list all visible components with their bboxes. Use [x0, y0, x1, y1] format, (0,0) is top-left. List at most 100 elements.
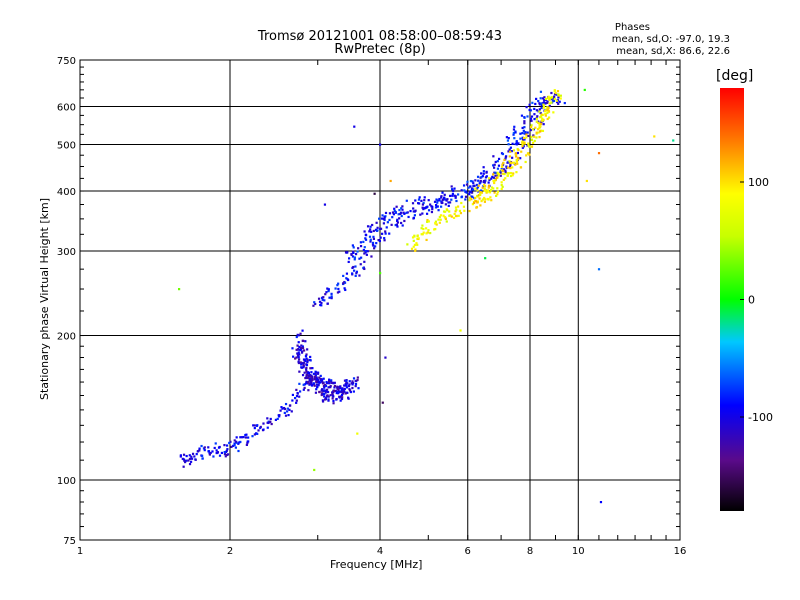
- o-mode-point: [523, 116, 526, 119]
- o-mode-point: [435, 203, 438, 207]
- o-mode-point: [295, 356, 298, 359]
- o-mode-point: [438, 199, 441, 202]
- x-mode-point: [555, 99, 558, 102]
- o-mode-point: [230, 445, 233, 449]
- o-mode-point: [359, 241, 362, 244]
- o-mode-point: [323, 392, 326, 396]
- o-mode-point: [450, 185, 453, 188]
- o-mode-point: [476, 175, 480, 178]
- x-mode-point: [414, 248, 417, 251]
- o-mode-point: [386, 221, 389, 224]
- o-mode-point: [421, 206, 424, 209]
- x-mode-point: [476, 194, 479, 198]
- o-mode-point: [324, 384, 328, 388]
- o-mode-point: [179, 454, 182, 457]
- o-mode-point: [318, 376, 321, 379]
- o-mode-point: [305, 380, 308, 383]
- o-mode-point: [190, 457, 194, 460]
- o-mode-point: [340, 393, 344, 397]
- o-mode-point: [420, 199, 423, 202]
- o-mode-point: [523, 126, 526, 129]
- o-mode-point: [482, 172, 485, 175]
- o-mode-point: [292, 355, 295, 358]
- o-mode-point: [440, 195, 443, 198]
- o-mode-point: [315, 380, 318, 384]
- o-mode-point: [307, 376, 310, 379]
- o-mode-point: [342, 274, 345, 278]
- x-mode-point: [412, 245, 415, 248]
- x-mode-point: [501, 172, 504, 175]
- o-mode-point: [372, 237, 376, 240]
- x-mode-point: [544, 112, 547, 116]
- o-mode-point: [531, 101, 534, 104]
- o-mode-point: [310, 384, 314, 387]
- o-mode-point: [246, 440, 249, 443]
- x-mode-point: [434, 220, 438, 223]
- o-mode-point: [310, 382, 313, 386]
- x-mode-point: [528, 145, 531, 148]
- o-mode-point: [523, 120, 526, 123]
- x-mode-point: [541, 117, 544, 120]
- o-mode-point: [304, 377, 307, 380]
- o-mode-point: [320, 378, 324, 382]
- o-mode-point: [502, 168, 506, 171]
- o-mode-point: [444, 203, 447, 206]
- o-mode-point: [460, 195, 464, 198]
- o-mode-point: [239, 436, 242, 439]
- outlier-point: [323, 203, 327, 206]
- o-mode-point: [339, 399, 342, 402]
- o-mode-point: [223, 450, 226, 454]
- o-mode-point: [335, 397, 338, 401]
- x-mode-point: [455, 208, 458, 212]
- o-mode-point: [283, 411, 286, 415]
- o-mode-point: [305, 370, 308, 373]
- x-mode-point: [525, 133, 528, 136]
- o-mode-point: [317, 383, 320, 386]
- o-mode-point: [540, 106, 543, 110]
- x-mode-point: [501, 185, 504, 188]
- o-mode-point: [487, 181, 490, 184]
- o-mode-point: [327, 399, 330, 402]
- o-mode-point: [274, 418, 277, 421]
- o-mode-point: [300, 363, 303, 366]
- o-mode-point: [425, 206, 428, 209]
- axis-ticks: 1 2 4 6 8 10 16 75 100 200 300 400 500 600 750: [57, 56, 686, 557]
- o-mode-point: [269, 417, 272, 421]
- x-mode-point: [496, 193, 499, 196]
- o-mode-point: [351, 381, 355, 385]
- o-mode-point: [398, 208, 401, 212]
- o-mode-point: [494, 171, 497, 174]
- x-mode-point: [535, 117, 539, 120]
- x-mode-point: [522, 136, 526, 140]
- o-mode-point: [323, 398, 327, 401]
- o-mode-point: [223, 443, 226, 447]
- o-mode-point: [345, 386, 349, 389]
- o-mode-point: [201, 454, 204, 457]
- o-mode-point: [467, 186, 470, 189]
- o-mode-point: [465, 183, 469, 186]
- o-mode-point: [513, 137, 516, 140]
- o-mode-point: [337, 287, 340, 291]
- x-mode-point: [492, 173, 495, 176]
- o-mode-point: [504, 171, 507, 174]
- o-mode-point: [270, 422, 273, 426]
- o-mode-point: [357, 247, 360, 250]
- o-mode-point: [336, 291, 340, 294]
- x-tick-label: 2: [227, 546, 233, 557]
- o-mode-point: [337, 282, 340, 285]
- x-mode-point: [521, 143, 524, 146]
- o-mode-point: [306, 348, 309, 351]
- x-mode-point: [462, 205, 466, 208]
- o-mode-point: [414, 199, 417, 202]
- x-mode-point: [517, 148, 520, 152]
- outlier-point: [384, 356, 387, 359]
- o-mode-point: [308, 377, 311, 380]
- x-mode-point: [416, 243, 419, 246]
- x-mode-point: [540, 115, 543, 118]
- o-mode-point: [278, 415, 281, 418]
- o-mode-point: [526, 115, 529, 118]
- o-mode-point: [342, 282, 345, 285]
- o-mode-point: [468, 191, 471, 194]
- o-mode-point: [478, 182, 481, 185]
- o-mode-point: [214, 442, 217, 445]
